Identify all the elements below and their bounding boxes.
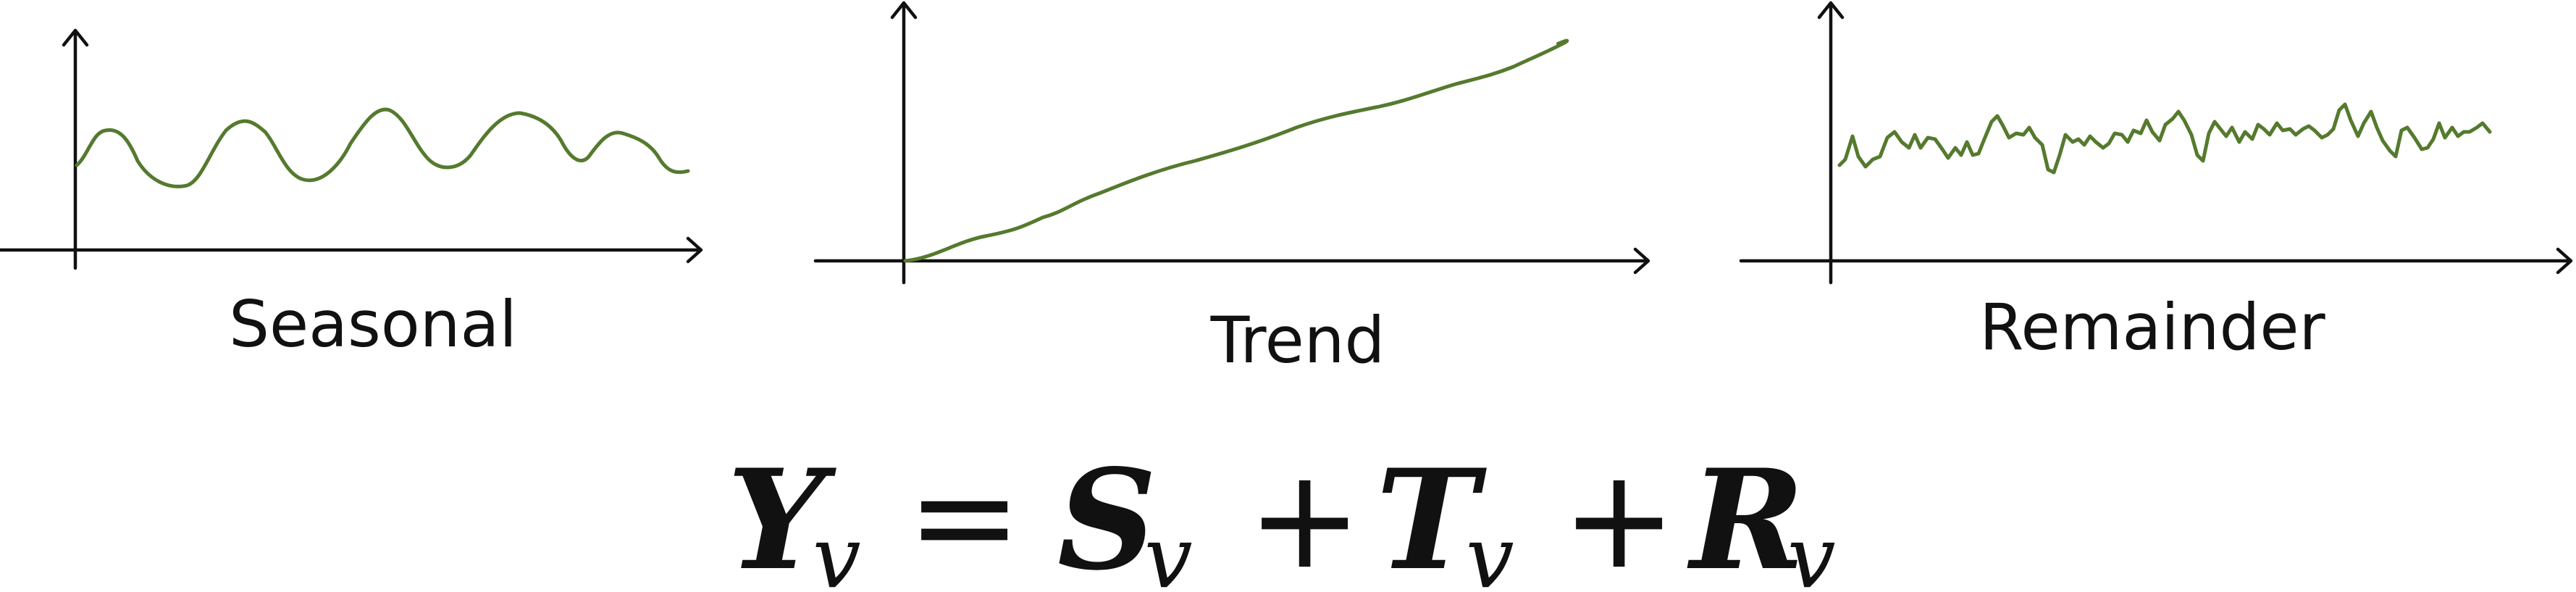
eq-lhs-subscript: v xyxy=(813,507,861,592)
eq-lhs-symbol: Y xyxy=(727,439,836,592)
eq-term-3-symbol: R xyxy=(1687,439,1805,592)
decomposition-equation: Y v = S v + T v + R v xyxy=(727,436,1836,592)
trend-panel: Trend xyxy=(813,1,1650,378)
eq-term-1-symbol: S xyxy=(1057,439,1157,592)
eq-term-2-subscript: v xyxy=(1466,507,1514,592)
eq-term-3-subscript: v xyxy=(1787,507,1836,592)
eq-equals: = xyxy=(907,436,1022,592)
eq-term-1-subscript: v xyxy=(1144,507,1193,592)
trend-y-axis xyxy=(890,1,918,285)
trend-x-axis xyxy=(813,247,1650,275)
seasonal-y-axis xyxy=(62,28,89,270)
remainder-panel: Remainder xyxy=(1739,1,2573,364)
trend-label: Trend xyxy=(1210,303,1385,378)
eq-term-2-symbol: T xyxy=(1376,439,1487,592)
seasonal-x-axis xyxy=(0,236,703,264)
remainder-curve xyxy=(1837,102,2492,175)
trend-curve xyxy=(903,38,1569,263)
eq-plus-1: + xyxy=(1247,439,1362,592)
remainder-y-axis xyxy=(1817,1,1845,285)
remainder-x-axis xyxy=(1739,247,2573,275)
eq-plus-2: + xyxy=(1561,439,1677,592)
seasonal-panel: Seasonal xyxy=(0,28,703,362)
seasonal-curve xyxy=(75,107,690,188)
remainder-label: Remainder xyxy=(1979,290,2325,364)
seasonal-label: Seasonal xyxy=(229,287,517,362)
